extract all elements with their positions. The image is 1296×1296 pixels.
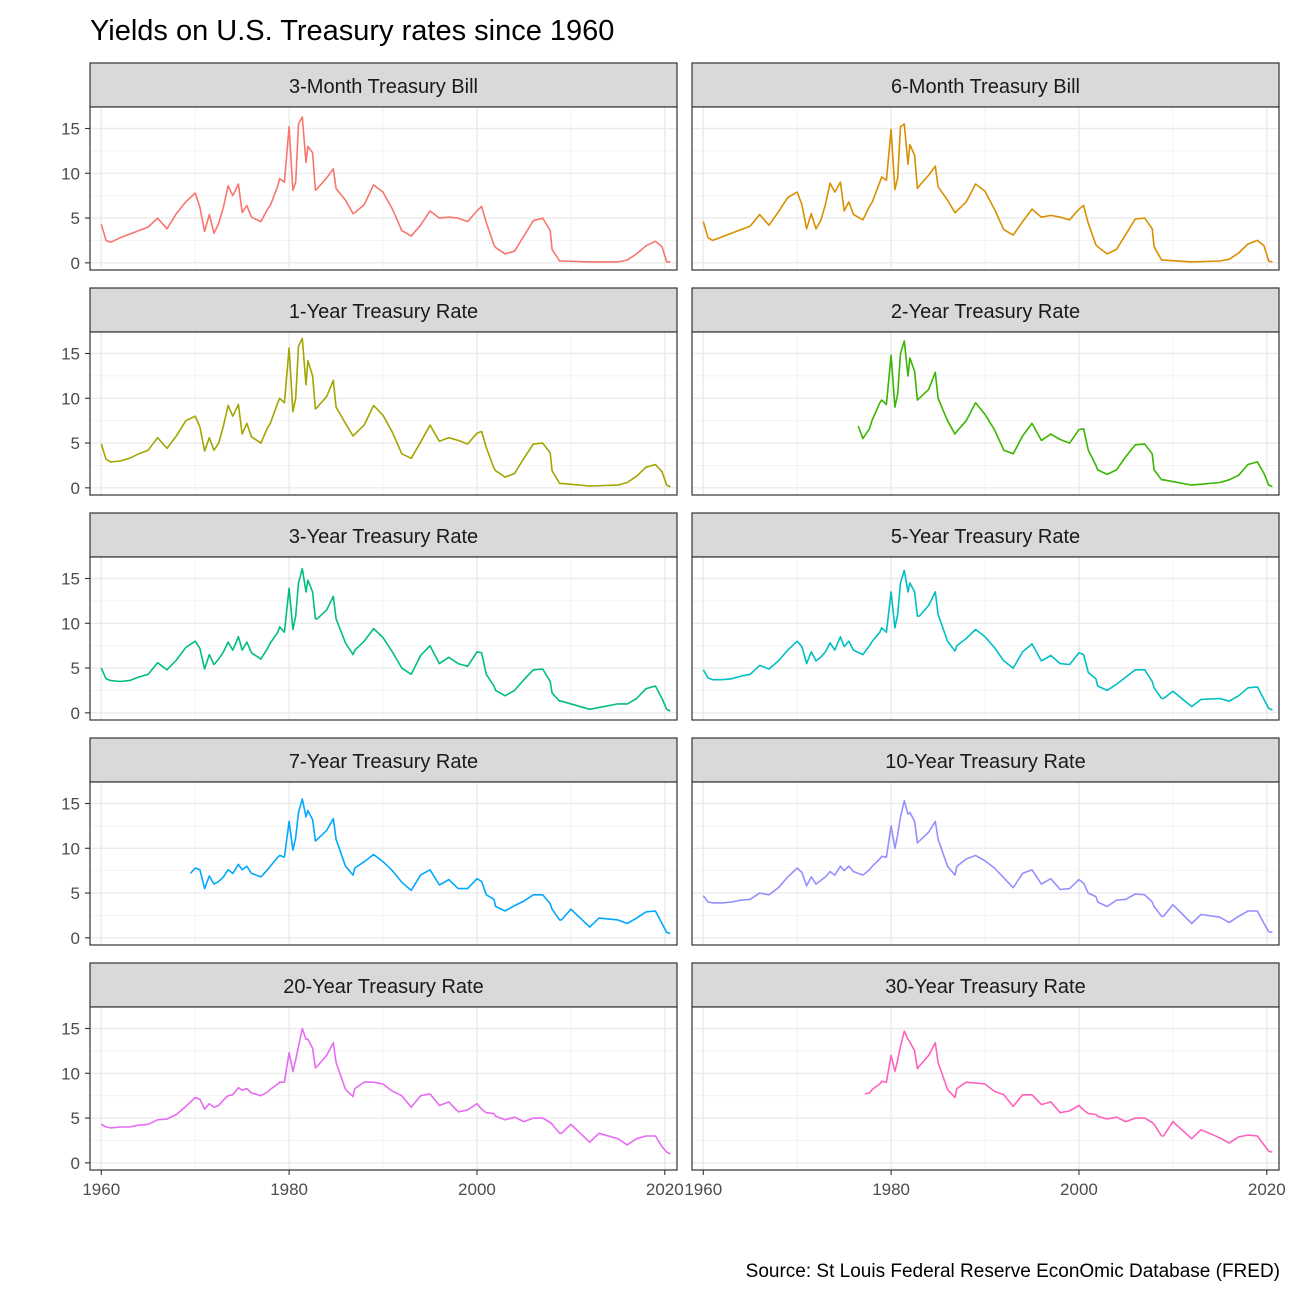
facet-panel: 3-Year Treasury Rate 0 5 10 15 bbox=[61, 512, 678, 723]
y-tick-label: 10 bbox=[61, 164, 80, 183]
panel-border bbox=[89, 781, 678, 946]
facet-strip bbox=[691, 62, 1280, 108]
series-line bbox=[702, 800, 1273, 934]
x-tick-label: 1980 bbox=[872, 1180, 910, 1199]
panel-border bbox=[89, 331, 678, 496]
y-tick-label: 0 bbox=[71, 479, 80, 498]
y-tick-label: 10 bbox=[61, 1064, 80, 1083]
facet-panels: 3-Month Treasury Bill 0 5 10 15 6-Month Treas… bbox=[61, 62, 1286, 1199]
facet-panel: 1-Year Treasury Rate 0 5 10 15 bbox=[61, 287, 678, 498]
facet-strip-label: 1-Year Treasury Rate bbox=[289, 301, 478, 323]
facet-strip bbox=[89, 62, 678, 108]
facet-panel: 20-Year Treasury Rate 0 5 10 15 1960 1980 2000 2… bbox=[61, 962, 684, 1199]
y-tick-label: 5 bbox=[71, 1109, 80, 1128]
y-tick-label: 15 bbox=[61, 344, 80, 363]
series-line bbox=[100, 1027, 671, 1155]
facet-panel: 30-Year Treasury Rate 1960 1980 2000 2020 bbox=[684, 962, 1286, 1199]
plot-area bbox=[90, 782, 677, 945]
x-tick-label: 1960 bbox=[82, 1180, 120, 1199]
x-tick-label: 1960 bbox=[684, 1180, 722, 1199]
facet-strip bbox=[691, 962, 1280, 1008]
y-tick-label: 10 bbox=[61, 839, 80, 858]
y-tick-label: 5 bbox=[71, 209, 80, 228]
chart-caption: Source: St Louis Federal Reserve EconOmi… bbox=[746, 1261, 1280, 1282]
series-line bbox=[100, 116, 671, 263]
y-tick-label: 0 bbox=[71, 254, 80, 273]
series-line bbox=[857, 340, 1273, 488]
plot-area bbox=[692, 332, 1279, 495]
y-tick-label: 10 bbox=[61, 614, 80, 633]
facet-strip bbox=[691, 287, 1280, 333]
facet-strip-label: 3-Month Treasury Bill bbox=[289, 76, 478, 98]
panel-border bbox=[691, 781, 1280, 946]
facet-panel: 5-Year Treasury Rate bbox=[691, 512, 1280, 721]
facet-strip-label: 6-Month Treasury Bill bbox=[891, 76, 1080, 98]
plot-area bbox=[692, 1007, 1279, 1170]
plot-area bbox=[692, 107, 1279, 270]
series-line bbox=[702, 123, 1273, 263]
facet-panel: 3-Month Treasury Bill 0 5 10 15 bbox=[61, 62, 678, 273]
y-tick-label: 15 bbox=[61, 1019, 80, 1038]
facet-strip-label: 5-Year Treasury Rate bbox=[891, 526, 1080, 548]
plot-area bbox=[692, 782, 1279, 945]
y-tick-label: 5 bbox=[71, 434, 80, 453]
plot-area bbox=[90, 1007, 677, 1170]
plot-area bbox=[90, 332, 677, 495]
facet-strip bbox=[691, 512, 1280, 558]
panel-border bbox=[89, 556, 678, 721]
facet-strip bbox=[89, 962, 678, 1008]
series-line bbox=[100, 337, 671, 488]
facet-panel: 6-Month Treasury Bill bbox=[691, 62, 1280, 271]
y-tick-label: 0 bbox=[71, 1154, 80, 1173]
facet-strip-label: 7-Year Treasury Rate bbox=[289, 751, 478, 773]
y-tick-label: 15 bbox=[61, 794, 80, 813]
plot-area bbox=[90, 107, 677, 270]
y-tick-label: 5 bbox=[71, 659, 80, 678]
facet-strip-label: 3-Year Treasury Rate bbox=[289, 526, 478, 548]
panel-border bbox=[691, 331, 1280, 496]
series-line bbox=[189, 798, 671, 935]
y-tick-label: 0 bbox=[71, 929, 80, 948]
chart-title: Yields on U.S. Treasury rates since 1960 bbox=[90, 15, 614, 47]
x-tick-label: 2000 bbox=[1060, 1180, 1098, 1199]
facet-panel: 2-Year Treasury Rate bbox=[691, 287, 1280, 496]
facet-strip-label: 30-Year Treasury Rate bbox=[885, 976, 1085, 998]
series-line bbox=[100, 567, 671, 712]
x-tick-label: 2020 bbox=[646, 1180, 684, 1199]
facet-panel: 10-Year Treasury Rate bbox=[691, 737, 1280, 946]
y-tick-label: 5 bbox=[71, 884, 80, 903]
series-line bbox=[864, 1030, 1273, 1153]
series-line bbox=[702, 569, 1273, 711]
panel-border bbox=[89, 106, 678, 271]
facet-strip-label: 2-Year Treasury Rate bbox=[891, 301, 1080, 323]
plot-area bbox=[692, 557, 1279, 720]
panel-border bbox=[89, 1006, 678, 1171]
panel-border bbox=[691, 106, 1280, 271]
facet-strip-label: 10-Year Treasury Rate bbox=[885, 751, 1085, 773]
y-tick-label: 0 bbox=[71, 704, 80, 723]
y-tick-label: 15 bbox=[61, 569, 80, 588]
facet-panel: 7-Year Treasury Rate 0 5 10 15 bbox=[61, 737, 678, 948]
y-tick-label: 10 bbox=[61, 389, 80, 408]
facet-strip bbox=[89, 512, 678, 558]
facet-strip-label: 20-Year Treasury Rate bbox=[283, 976, 483, 998]
panel-border bbox=[691, 556, 1280, 721]
x-tick-label: 2000 bbox=[458, 1180, 496, 1199]
y-tick-label: 15 bbox=[61, 119, 80, 138]
panel-border bbox=[691, 1006, 1280, 1171]
x-tick-label: 1980 bbox=[270, 1180, 308, 1199]
facet-strip bbox=[89, 287, 678, 333]
x-tick-label: 2020 bbox=[1248, 1180, 1286, 1199]
